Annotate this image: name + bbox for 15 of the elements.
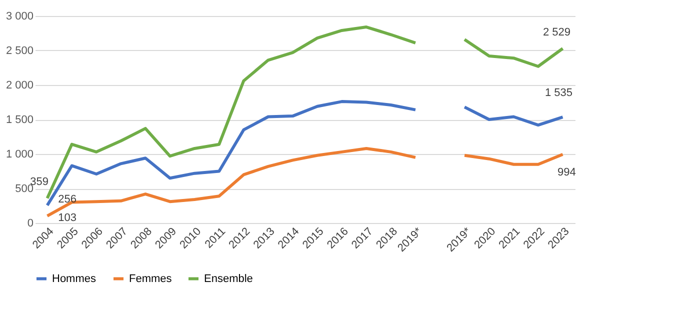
y-tick-label: 1 000 bbox=[6, 148, 34, 160]
y-tick-label: 2 000 bbox=[6, 80, 34, 92]
data-label: 256 bbox=[58, 193, 76, 206]
data-label: 994 bbox=[558, 166, 576, 178]
y-tick-label: 2 500 bbox=[6, 45, 34, 57]
legend-label: Femmes bbox=[129, 272, 172, 285]
y-tick-label: 0 bbox=[27, 218, 34, 230]
data-label: 1 535 bbox=[544, 87, 572, 100]
legend-label: Hommes bbox=[52, 272, 97, 285]
legend-label: Ensemble bbox=[204, 272, 253, 285]
data-label: 2 529 bbox=[542, 26, 570, 38]
y-tick-label: 500 bbox=[15, 183, 34, 195]
data-label: 103 bbox=[58, 212, 76, 224]
y-tick-label: 3 000 bbox=[6, 10, 34, 22]
y-tick-label: 1 500 bbox=[6, 114, 34, 126]
